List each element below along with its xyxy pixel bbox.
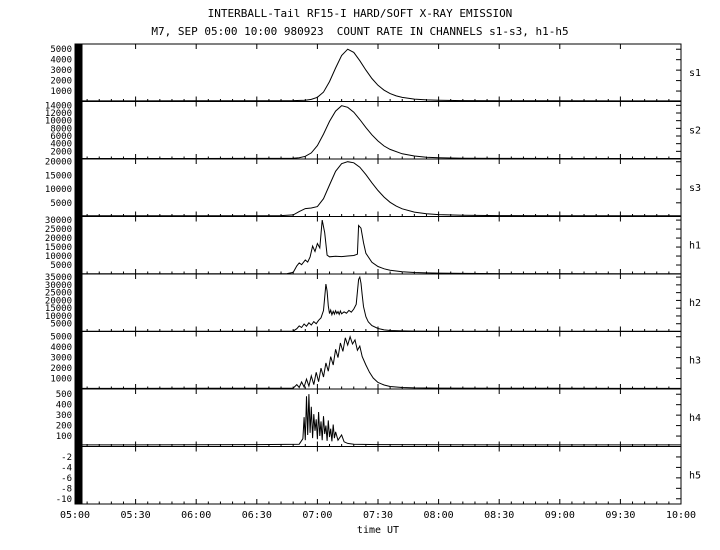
y-tick-label: 10000 — [45, 185, 72, 195]
y-tick-label: 5000 — [50, 45, 72, 55]
y-tick-label: 1000 — [50, 87, 72, 97]
series-h2 — [75, 275, 681, 332]
x-tick-label: 05:30 — [121, 510, 151, 521]
y-tick-label: 3000 — [50, 354, 72, 364]
panel-label-h2: h2 — [689, 298, 701, 309]
y-tick-label: 10000 — [45, 312, 72, 322]
offscale-data-bar — [75, 332, 83, 389]
y-tick-label: 2000 — [50, 77, 72, 87]
series-h1 — [75, 220, 681, 275]
panel-label-s1: s1 — [689, 68, 701, 79]
y-tick-label: 14000 — [45, 101, 72, 111]
panel-h5: -10-8-6-4-2 h5 — [56, 446, 701, 505]
y-tick-label: 35000 — [45, 273, 72, 283]
y-tick-label: 15000 — [45, 243, 72, 253]
y-tick-label: 5000 — [50, 261, 72, 271]
x-tick-label: 08:00 — [424, 510, 454, 521]
y-tick-label: 20000 — [45, 234, 72, 244]
offscale-data-bar — [75, 274, 83, 331]
offscale-data-bar — [75, 44, 83, 101]
series-s2 — [75, 105, 681, 159]
panel-label-s3: s3 — [689, 183, 701, 194]
x-tick-label: 07:30 — [363, 510, 393, 521]
panel-label-h1: h1 — [689, 240, 701, 251]
y-tick-label: 8000 — [50, 124, 72, 134]
y-tick-label: 4000 — [50, 140, 72, 150]
panel-frame — [74, 158, 682, 217]
y-tick-label: 1000 — [50, 375, 72, 385]
panel-frame — [74, 216, 682, 275]
y-tick-label: 2000 — [50, 147, 72, 157]
y-tick-label: 5000 — [50, 199, 72, 209]
y-tick-label: 200 — [56, 422, 72, 432]
y-tick-label: 15000 — [45, 304, 72, 314]
y-tick-label: 100 — [56, 432, 72, 442]
y-tick-label: 6000 — [50, 132, 72, 142]
chart-subtitle: M7, SEP 05:00 10:00 980923 COUNT RATE IN… — [151, 25, 569, 38]
series-h3 — [75, 334, 681, 389]
y-tick-label: 15000 — [45, 171, 72, 181]
x-tick-label: 06:00 — [181, 510, 211, 521]
y-tick-label: 10000 — [45, 117, 72, 127]
series-s1 — [75, 48, 681, 102]
offscale-data-bar — [75, 217, 83, 274]
y-tick-label: 500 — [56, 390, 72, 400]
y-tick-label: 20000 — [45, 296, 72, 306]
offscale-data-bar — [75, 159, 83, 216]
x-axis-title: time UT — [357, 525, 399, 536]
y-tick-label: 25000 — [45, 289, 72, 299]
panel-frame — [74, 101, 682, 160]
panel-label-h4: h4 — [689, 413, 701, 424]
chart-title: INTERBALL-Tail RF15-I HARD/SOFT X-RAY EM… — [207, 7, 513, 20]
y-tick-label: 20000 — [45, 158, 72, 168]
panel-s3: 5000 10000 15000 20000 s3 — [45, 158, 701, 217]
offscale-data-bar — [75, 102, 83, 159]
y-tick-label: 12000 — [45, 109, 72, 119]
y-tick-label: 30000 — [45, 281, 72, 291]
y-tick-label: 30000 — [45, 216, 72, 226]
x-tick-label: 08:30 — [484, 510, 514, 521]
y-tick-label: 2000 — [50, 364, 72, 374]
y-tick-label: 300 — [56, 411, 72, 421]
y-tick-label: 3000 — [50, 66, 72, 76]
y-tick-label: 400 — [56, 401, 72, 411]
x-tick-label: 05:00 — [60, 510, 90, 521]
y-tick-label: 4000 — [50, 56, 72, 66]
y-tick-label: 4000 — [50, 343, 72, 353]
y-tick-label: -4 — [61, 463, 72, 473]
panel-frame — [74, 388, 682, 447]
y-tick-label: -8 — [61, 484, 72, 494]
panel-label-h3: h3 — [689, 355, 701, 366]
y-tick-label: 25000 — [45, 225, 72, 235]
y-tick-label: 5000 — [50, 320, 72, 330]
panel-label-h5: h5 — [689, 470, 701, 481]
x-tick-label: 09:00 — [545, 510, 575, 521]
panel-label-s2: s2 — [689, 125, 701, 136]
y-tick-label: -2 — [61, 453, 72, 463]
x-tick-label: 06:30 — [242, 510, 272, 521]
y-tick-label: 5000 — [50, 333, 72, 343]
panel-frame — [74, 43, 682, 102]
panel-frame — [74, 273, 682, 332]
series-s3 — [75, 161, 681, 217]
offscale-data-bar — [75, 447, 83, 504]
y-tick-label: 10000 — [45, 252, 72, 262]
offscale-data-bar — [75, 389, 83, 446]
x-tick-label: 09:30 — [605, 510, 635, 521]
y-tick-label: -6 — [61, 474, 72, 484]
y-tick-label: -10 — [56, 495, 72, 505]
panel-frame — [74, 331, 682, 390]
x-tick-label: 10:00 — [666, 510, 696, 521]
x-tick-label: 07:00 — [302, 510, 332, 521]
panel-frame — [74, 446, 682, 505]
series-h4 — [75, 394, 681, 446]
